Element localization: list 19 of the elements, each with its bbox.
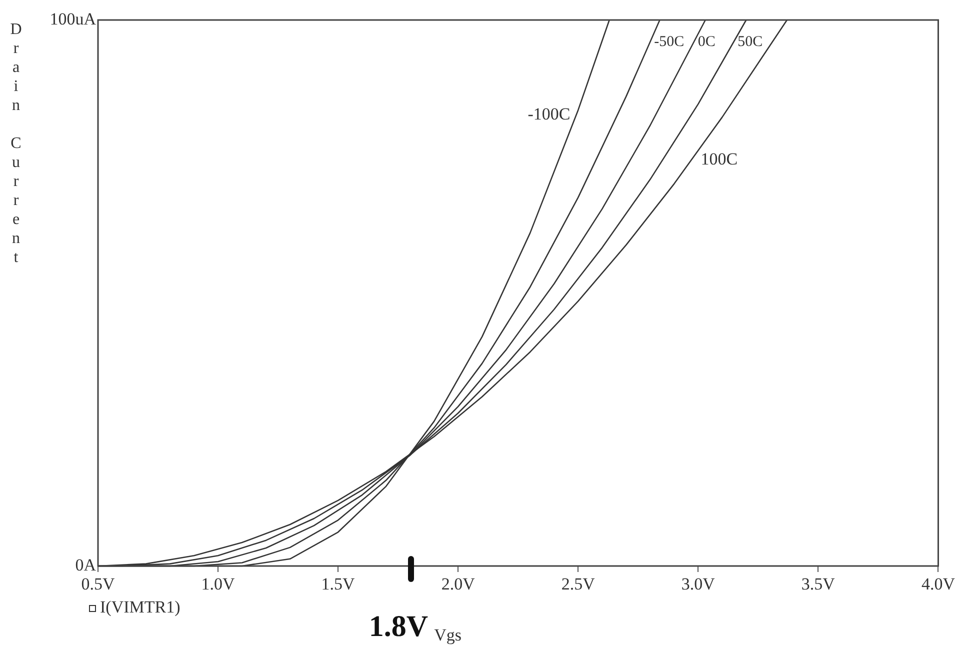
x-tick-label: 2.5V [561, 574, 596, 594]
series-label: 50C [738, 34, 763, 50]
series-label: 100C [700, 149, 738, 168]
series-label: 0C [698, 34, 716, 50]
x-tick-label: 2.0V [441, 574, 476, 594]
y-tick-label: 100uA [50, 9, 97, 28]
x-axis-title: Vgs [434, 625, 462, 644]
text: I(VIMTR1) [100, 597, 180, 616]
x-tick-label: 3.0V [681, 574, 716, 594]
x-tick-label: 3.5V [801, 574, 836, 594]
series-label: -100C [528, 104, 570, 124]
y-tick-label: 0A [75, 555, 97, 574]
x-tick-label: 0.5V [81, 574, 116, 594]
text: 1.8V [368, 610, 428, 643]
series-label: -50C [654, 34, 684, 50]
text: Drain Current [10, 21, 22, 266]
x-tick-label: 1.5V [321, 574, 356, 594]
x-tick-label: 1.0V [201, 574, 236, 594]
x-tick-label: 4.0V [921, 574, 956, 594]
